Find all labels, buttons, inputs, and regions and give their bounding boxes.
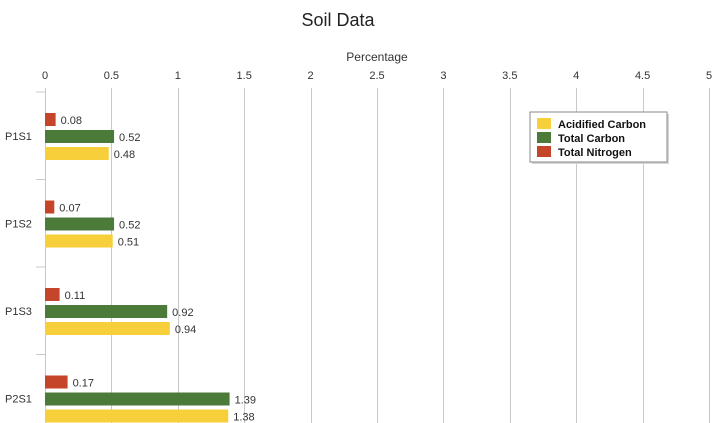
bar-acidified-carbon-P1S3 (45, 322, 170, 335)
x-tick-label-2.5: 2.5 (369, 70, 384, 82)
legend-swatch-total-nitrogen (537, 146, 551, 157)
data-label-total-carbon-P1S1: 0.52 (119, 132, 140, 144)
bar-total-carbon-P1S1 (45, 130, 115, 143)
bar-acidified-carbon-P2S1 (45, 409, 229, 423)
x-tick-label-0.5: 0.5 (104, 70, 119, 82)
legend-swatch-acidified-carbon (537, 118, 551, 129)
bar-acidified-carbon-P1S1 (45, 147, 109, 160)
x-tick-label-5: 5 (706, 70, 712, 82)
data-label-total-carbon-P1S3: 0.92 (172, 307, 193, 319)
data-label-acidified-carbon-P1S3: 0.94 (175, 324, 196, 336)
bar-total-nitrogen-P1S3 (45, 288, 60, 301)
category-label-P1S3: P1S3 (5, 306, 32, 318)
data-label-total-nitrogen-P2S1: 0.17 (73, 378, 94, 390)
bar-total-carbon-P2S1 (45, 392, 230, 406)
x-tick-label-1.5: 1.5 (237, 70, 252, 82)
data-label-acidified-carbon-P1S1: 0.48 (114, 149, 135, 161)
x-tick-label-2: 2 (308, 70, 314, 82)
x-tick-label-1: 1 (175, 70, 181, 82)
bar-total-carbon-P1S2 (45, 217, 115, 231)
x-tick-label-4: 4 (573, 70, 579, 82)
legend-label-total-nitrogen: Total Nitrogen (558, 147, 632, 159)
bar-layer (45, 113, 230, 423)
data-label-total-carbon-P2S1: 1.39 (235, 395, 256, 407)
category-layer: P1S1 P1S2 P1S3 P2S1 (5, 131, 32, 406)
legend-swatch-total-carbon (537, 132, 551, 143)
category-label-P2S1: P2S1 (5, 394, 32, 406)
grid-layer (36, 88, 710, 423)
data-label-total-nitrogen-P1S2: 0.07 (59, 203, 80, 215)
x-tick-label-3.5: 3.5 (502, 70, 517, 82)
legend-label-total-carbon: Total Carbon (558, 133, 625, 145)
legend: Acidified Carbon Total Carbon Total Nitrog… (529, 111, 669, 164)
bar-acidified-carbon-P1S2 (45, 234, 113, 248)
x-axis-label: Percentage (346, 50, 408, 64)
data-label-total-nitrogen-P1S3: 0.11 (65, 290, 86, 302)
data-label-acidified-carbon-P2S1: 1.38 (233, 412, 254, 423)
x-tick-label-3: 3 (440, 70, 446, 82)
bar-total-nitrogen-P1S2 (45, 200, 55, 214)
bar-total-carbon-P1S3 (45, 305, 168, 318)
chart-title: Soil Data (301, 10, 375, 30)
data-label-total-carbon-P1S2: 0.52 (119, 220, 140, 232)
data-label-acidified-carbon-P1S2: 0.51 (118, 237, 139, 249)
x-tick-label-4.5: 4.5 (635, 70, 650, 82)
x-tick-label-0: 0 (42, 70, 48, 82)
category-label-P1S2: P1S2 (5, 219, 32, 231)
legend-label-acidified-carbon: Acidified Carbon (558, 119, 646, 131)
bar-total-nitrogen-P1S1 (45, 113, 56, 126)
bar-total-nitrogen-P2S1 (45, 375, 68, 389)
data-label-total-nitrogen-P1S1: 0.08 (61, 115, 82, 127)
category-label-P1S1: P1S1 (5, 131, 32, 143)
label-layer: 0.08 0.52 0.48 0.07 0.52 0.51 0.11 0.92 0.94 0.17… (59, 115, 256, 423)
legend-box (529, 111, 668, 163)
tick-layer: 0 0.5 1 1.5 2 2.5 3 3.5 4 4.5 5 (42, 70, 712, 82)
